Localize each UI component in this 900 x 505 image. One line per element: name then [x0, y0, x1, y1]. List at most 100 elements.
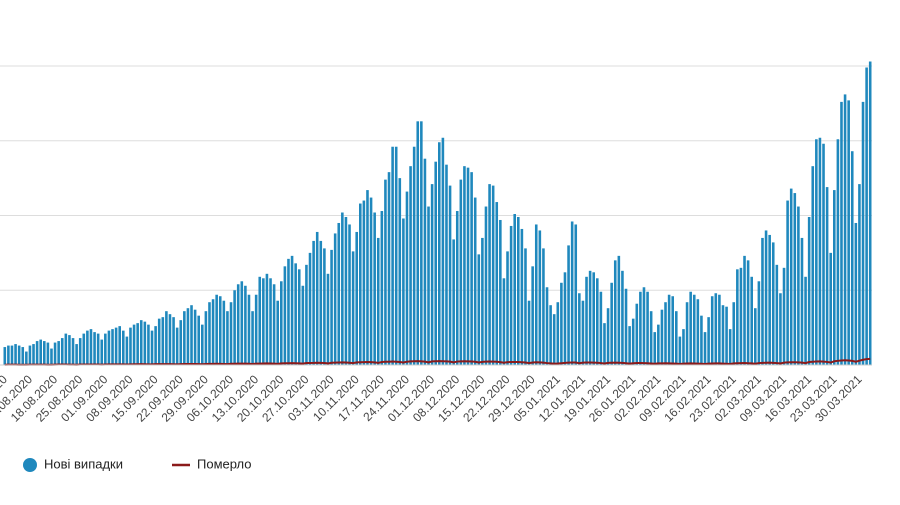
bar: [172, 317, 175, 365]
bar: [175, 327, 179, 365]
bar: [718, 294, 721, 365]
bar: [840, 101, 843, 365]
bar: [628, 326, 631, 365]
bar: [269, 278, 272, 365]
bar: [664, 302, 667, 365]
bar: [771, 242, 775, 365]
bar: [290, 255, 294, 365]
bar: [574, 224, 578, 365]
bar: [50, 348, 53, 365]
bar: [25, 351, 28, 365]
bar: [746, 260, 750, 365]
bar: [10, 345, 14, 365]
bar: [204, 311, 208, 365]
bar: [757, 281, 761, 365]
bar: [272, 284, 276, 365]
bar: [675, 311, 678, 365]
bar: [409, 166, 412, 365]
bar: [531, 266, 534, 365]
bar: [499, 219, 502, 365]
bar: [660, 309, 664, 365]
bar: [168, 314, 172, 365]
bar: [481, 237, 484, 365]
bar: [132, 324, 136, 365]
bar: [125, 336, 129, 365]
bar: [667, 294, 671, 365]
bar: [57, 341, 60, 365]
bar: [854, 222, 858, 365]
bar: [93, 332, 96, 365]
bar: [143, 321, 147, 365]
bar: [111, 329, 114, 365]
bar: [865, 67, 868, 366]
bar: [750, 276, 753, 365]
bar: [244, 285, 247, 365]
legend-swatch: [23, 458, 37, 472]
bar: [545, 287, 549, 365]
bar: [509, 225, 513, 365]
bar: [570, 221, 574, 365]
bar: [373, 212, 376, 365]
bar: [585, 276, 588, 365]
bar: [14, 344, 17, 365]
bar: [344, 216, 348, 365]
bar: [797, 206, 800, 365]
bar: [236, 284, 240, 365]
bar: [380, 211, 384, 365]
bar: [438, 142, 441, 365]
bar: [183, 311, 186, 365]
bar: [391, 146, 394, 365]
bar: [448, 185, 452, 365]
bar: [527, 300, 531, 365]
bar: [502, 278, 506, 365]
bar: [147, 324, 150, 365]
bar: [161, 317, 165, 365]
bar: [815, 139, 818, 365]
bar: [96, 333, 100, 365]
bar: [829, 252, 832, 365]
bar: [258, 276, 262, 365]
bar: [506, 251, 509, 365]
bar: [646, 291, 649, 365]
bar: [222, 300, 226, 365]
bar: [376, 237, 380, 365]
bar: [100, 339, 104, 365]
bar: [326, 273, 330, 365]
bar: [732, 302, 736, 365]
bar: [35, 341, 39, 365]
bar: [423, 158, 427, 365]
bar: [64, 333, 68, 365]
bar: [157, 318, 161, 365]
bar: [707, 317, 710, 365]
bar: [341, 212, 344, 365]
bar: [743, 255, 746, 365]
bar: [754, 308, 757, 365]
bar: [700, 315, 703, 365]
bar: [621, 270, 624, 365]
bar: [330, 249, 333, 365]
bar: [308, 252, 312, 365]
bar: [276, 300, 279, 365]
bar: [129, 327, 132, 365]
bar: [671, 296, 674, 365]
bar: [689, 291, 692, 365]
bar: [312, 240, 315, 365]
bar: [725, 306, 728, 365]
bar: [563, 272, 567, 365]
bar: [552, 314, 556, 365]
bar: [779, 293, 782, 365]
bar: [53, 342, 57, 365]
legend-label: Нові випадки: [44, 456, 123, 471]
bar: [581, 300, 585, 365]
bar: [86, 330, 89, 365]
bar: [811, 166, 815, 365]
bar: [739, 267, 743, 365]
bar: [107, 330, 111, 365]
bar: [301, 285, 305, 365]
bar: [139, 320, 143, 365]
bar: [193, 309, 197, 365]
bar: [190, 305, 193, 365]
bar: [445, 164, 448, 365]
bar: [384, 179, 387, 365]
bar: [441, 137, 445, 365]
